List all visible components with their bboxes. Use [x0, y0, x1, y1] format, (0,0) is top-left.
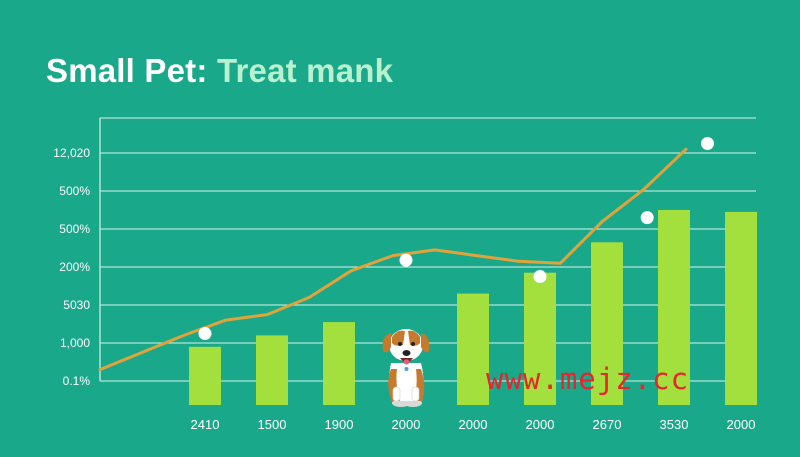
trend-marker — [198, 327, 212, 340]
bar — [323, 322, 355, 405]
y-tick-label: 12,020 — [53, 146, 90, 160]
y-tick-label: 500% — [59, 184, 90, 198]
trend-line-group — [98, 147, 688, 372]
bar — [189, 346, 221, 405]
bar — [658, 210, 690, 405]
bar — [256, 335, 288, 405]
x-tick-label: 2670 — [593, 417, 622, 432]
y-tick-label: 5030 — [63, 298, 90, 312]
chart-title-part2: Treat mank — [216, 52, 394, 89]
x-tick-label: 2000 — [392, 417, 421, 432]
x-tick-label: 2000 — [526, 417, 555, 432]
trend-marker — [640, 211, 654, 225]
y-tick-label: 1,000 — [60, 336, 90, 350]
x-tick-label: 1500 — [258, 417, 287, 432]
x-tick-label: 2000 — [459, 417, 488, 432]
chart-bars — [189, 210, 757, 405]
x-tick-label: 1900 — [325, 417, 354, 432]
trend-marker — [533, 270, 547, 283]
chart-title-part1: Small Pet: — [46, 52, 217, 89]
trend-marker — [399, 253, 413, 267]
chart-grid — [99, 117, 756, 382]
x-tick-label: 3530 — [660, 417, 689, 432]
bar — [725, 211, 757, 405]
chart-title: Small Pet: Treat mank — [46, 52, 393, 90]
watermark-text: www.mejz.cc — [486, 362, 690, 396]
trend-line — [98, 147, 688, 372]
x-tick-label: 2000 — [727, 417, 756, 432]
y-tick-label: 200% — [59, 260, 90, 274]
x-axis-ticks: 2410 1500 1900 2000 2000 2000 2670 3530 2000 — [191, 417, 756, 432]
bar — [591, 242, 623, 405]
bar — [524, 272, 556, 405]
y-tick-label: 0.1% — [63, 374, 91, 388]
trend-marker — [701, 137, 714, 150]
trend-markers — [198, 137, 714, 340]
dog-icon — [382, 329, 430, 407]
y-tick-label: 500% — [59, 222, 90, 236]
y-axis-ticks: 0.1% 1,000 5030 200% 500% 500% 12,020 — [53, 146, 90, 388]
x-tick-label: 2410 — [191, 417, 220, 432]
bar — [457, 293, 489, 405]
